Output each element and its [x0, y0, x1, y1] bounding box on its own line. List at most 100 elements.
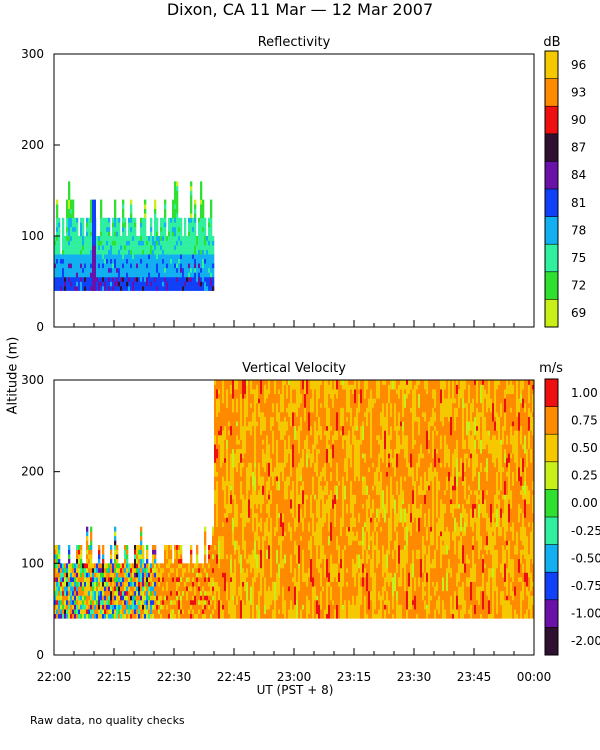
velocity-cell: [370, 380, 373, 390]
velocity-cell: [428, 471, 431, 486]
reflectivity-cell: [194, 276, 197, 282]
velocity-cell: [292, 490, 295, 509]
reflectivity-cell: [128, 217, 131, 223]
velocity-cell: [314, 517, 317, 532]
velocity-cell: [400, 421, 403, 427]
velocity-cell: [350, 380, 353, 385]
velocity-cell: [266, 462, 269, 482]
velocity-cell: [118, 572, 121, 578]
velocity-cell: [94, 600, 97, 605]
reflectivity-cell: [128, 254, 131, 260]
velocity-cell: [216, 535, 219, 555]
reflectivity-cell: [64, 272, 67, 278]
velocity-cell: [298, 407, 301, 427]
velocity-cell: [270, 503, 273, 518]
reflectivity-cell: [86, 281, 89, 287]
velocity-cell: [242, 380, 245, 399]
velocity-cell: [412, 577, 415, 596]
velocity-cell: [266, 425, 269, 436]
velocity-cell: [246, 416, 249, 427]
velocity-cell: [62, 581, 65, 587]
velocity-cell: [122, 572, 125, 578]
velocity-cell: [178, 604, 181, 610]
velocity-cell: [346, 471, 349, 482]
reflectivity-cell: [54, 240, 57, 246]
velocity-cell: [54, 554, 57, 560]
velocity-cell: [126, 595, 129, 601]
velocity-cell: [316, 402, 319, 417]
velocity-cell: [132, 595, 135, 601]
velocity-cell: [376, 508, 379, 518]
reflectivity-cell: [112, 222, 115, 228]
reflectivity-cell: [178, 254, 181, 260]
reflectivity-cell: [200, 245, 203, 250]
velocity-cell: [112, 590, 115, 596]
velocity-cell: [230, 435, 233, 450]
reflectivity-cell: [206, 281, 209, 287]
velocity-cell: [112, 577, 115, 582]
velocity-cell: [288, 471, 291, 477]
velocity-cell: [134, 595, 137, 601]
velocity-cell: [442, 545, 445, 555]
velocity-cell: [402, 453, 405, 472]
velocity-cell: [196, 600, 199, 605]
velocity-cell: [390, 384, 393, 390]
reflectivity-cell: [200, 213, 203, 219]
velocity-cell: [250, 494, 253, 509]
velocity-cell: [264, 549, 267, 569]
velocity-cell: [270, 448, 273, 459]
velocity-cell: [74, 604, 77, 610]
reflectivity-cell: [172, 199, 175, 205]
reflectivity-cell: [132, 222, 135, 228]
reflectivity-cell: [164, 258, 167, 264]
velocity-cell: [252, 462, 255, 472]
reflectivity-cell: [208, 263, 211, 269]
velocity-cell: [436, 554, 439, 569]
velocity-cell: [206, 567, 209, 573]
velocity-cell: [246, 467, 249, 472]
reflectivity-cell: [186, 245, 189, 250]
velocity-cell: [402, 613, 405, 619]
velocity-cell: [146, 613, 149, 619]
velocity-cell: [204, 577, 207, 582]
velocity-cell: [336, 604, 339, 619]
velocity-cell: [244, 522, 247, 527]
velocity-cell: [144, 577, 147, 582]
reflectivity-cell: [210, 226, 213, 232]
velocity-cell: [434, 421, 437, 427]
velocity-cell: [62, 609, 65, 615]
velocity-cell: [130, 567, 133, 573]
velocity-cell: [326, 526, 329, 537]
velocity-cell: [120, 609, 123, 615]
reflectivity-cell: [168, 240, 171, 246]
velocity-cell: [358, 540, 361, 546]
velocity-cell: [336, 430, 339, 440]
velocity-cell: [280, 380, 283, 385]
velocity-cell: [404, 494, 407, 509]
reflectivity-cell: [140, 245, 143, 250]
reflectivity-cell: [172, 276, 175, 282]
reflectivity-cell: [146, 236, 149, 241]
reflectivity-cell: [102, 222, 105, 228]
velocity-cell: [292, 389, 295, 404]
reflectivity-cell: [78, 267, 81, 273]
velocity-cell: [238, 462, 241, 468]
velocity-cell: [56, 581, 59, 587]
velocity-cell: [90, 563, 93, 569]
velocity-cell: [428, 613, 431, 619]
velocity-cell: [86, 567, 89, 573]
velocity-cell: [348, 490, 351, 509]
velocity-cell: [212, 563, 215, 569]
velocity-cell: [302, 480, 305, 491]
velocity-cell: [78, 549, 81, 555]
velocity-cell: [342, 471, 345, 477]
velocity-cell: [82, 586, 85, 592]
velocity-cell: [198, 600, 201, 605]
reflectivity-cell: [86, 249, 89, 255]
reflectivity-cell: [114, 254, 117, 260]
velocity-cell: [234, 384, 237, 390]
velocity-cell: [176, 558, 179, 564]
velocity-cell: [310, 453, 313, 468]
velocity-cell: [372, 490, 375, 500]
velocity-cell: [344, 545, 347, 550]
